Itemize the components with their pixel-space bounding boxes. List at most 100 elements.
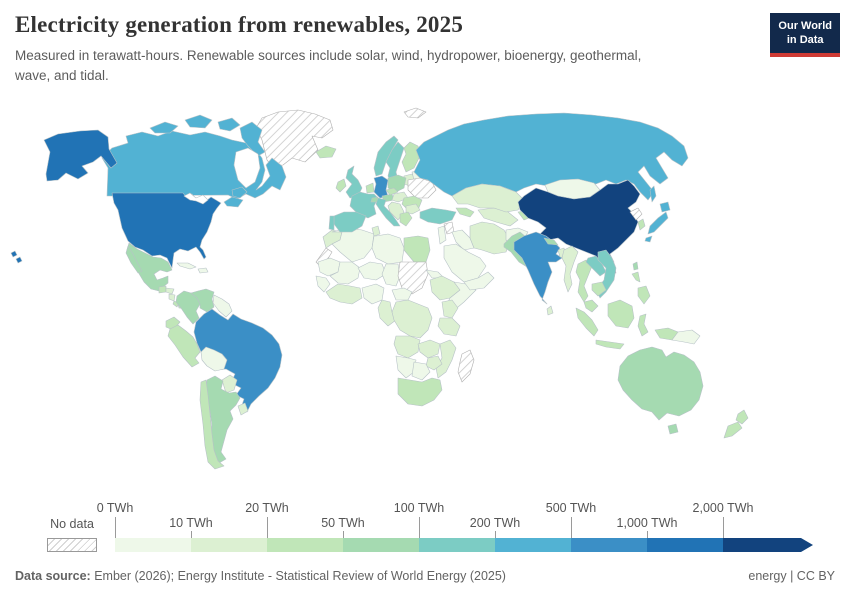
country-iceland[interactable] — [315, 145, 337, 159]
country-canada[interactable] — [184, 114, 213, 129]
license-note[interactable]: energy | CC BY — [748, 569, 835, 583]
country-russia[interactable] — [649, 185, 657, 203]
country-canada[interactable] — [239, 121, 266, 157]
country-france[interactable] — [349, 191, 379, 219]
country-mexico[interactable] — [125, 245, 143, 274]
country-italy[interactable] — [375, 197, 401, 227]
country-central-african-republic[interactable] — [391, 287, 413, 301]
country-svalbard[interactable] — [403, 107, 427, 119]
country-thailand[interactable] — [575, 259, 593, 303]
country-yemen-oman[interactable] — [463, 271, 495, 291]
country-cambodia[interactable] — [591, 281, 607, 297]
country-japan[interactable] — [647, 211, 669, 235]
country-botswana[interactable] — [411, 361, 431, 381]
country-myanmar[interactable] — [561, 245, 579, 293]
country-new-zealand[interactable] — [723, 421, 743, 439]
country-angola[interactable] — [393, 335, 421, 359]
country-spain[interactable] — [333, 211, 367, 233]
legend-segment-10-20-twh[interactable] — [191, 538, 267, 552]
legend-segment-200-500-twh[interactable] — [495, 538, 571, 552]
country-madagascar[interactable] — [457, 349, 475, 383]
country-indonesia[interactable] — [575, 307, 599, 337]
country-sri-lanka[interactable] — [546, 305, 554, 316]
country-canada[interactable] — [217, 117, 241, 132]
country-colombia[interactable] — [175, 290, 201, 325]
country-tanzania[interactable] — [437, 317, 461, 337]
legend-no-data-swatch[interactable] — [47, 538, 97, 552]
country-japan[interactable] — [659, 201, 671, 213]
country-indonesia[interactable] — [637, 313, 649, 337]
country-dr-congo[interactable] — [391, 299, 433, 339]
country-mexico[interactable] — [126, 242, 173, 292]
country-united-states[interactable] — [15, 256, 23, 264]
legend-segment-100-200-twh[interactable] — [419, 538, 495, 552]
country-benelux[interactable] — [365, 182, 375, 194]
country-chad[interactable] — [381, 263, 401, 287]
country-uruguay[interactable] — [237, 402, 249, 416]
country-turkey[interactable] — [419, 207, 457, 225]
country-united-states[interactable] — [10, 250, 18, 258]
country-kazakhstan[interactable] — [451, 183, 525, 213]
country-china[interactable] — [517, 179, 641, 269]
owid-logo[interactable]: Our World in Data — [770, 13, 840, 57]
country-indonesia[interactable] — [595, 339, 625, 350]
legend-segment-500-1-000-twh[interactable] — [571, 538, 647, 552]
legend-segment-50-100-twh[interactable] — [343, 538, 419, 552]
country-kenya[interactable] — [441, 299, 459, 319]
country-nigeria[interactable] — [361, 283, 385, 305]
country-czechia[interactable] — [385, 187, 399, 196]
country-united-states[interactable] — [43, 129, 118, 182]
country-iran[interactable] — [469, 221, 511, 255]
country-taiwan[interactable] — [632, 261, 639, 271]
country-honduras[interactable] — [165, 287, 175, 295]
country-saudi-arabia[interactable] — [443, 243, 487, 283]
country-australia[interactable] — [617, 346, 704, 421]
country-peru[interactable] — [167, 324, 201, 368]
country-japan[interactable] — [644, 235, 653, 243]
legend-segment-1-000-2-000-twh[interactable] — [647, 538, 723, 552]
country-nicaragua[interactable] — [168, 293, 176, 302]
country-norway[interactable] — [373, 135, 399, 177]
country-zambia[interactable] — [417, 339, 441, 359]
country-nepal[interactable] — [543, 237, 559, 246]
country-libya[interactable] — [371, 233, 405, 265]
country-india[interactable] — [513, 231, 563, 305]
country-malaysia[interactable] — [583, 299, 599, 313]
country-germany[interactable] — [373, 175, 389, 199]
country-australia[interactable] — [667, 423, 679, 435]
country-canada[interactable] — [223, 196, 244, 208]
country-greece[interactable] — [399, 211, 413, 227]
country-finland[interactable] — [401, 141, 421, 173]
country-algeria[interactable] — [331, 227, 375, 263]
country-egypt[interactable] — [403, 235, 431, 263]
legend-segment-0-10-twh[interactable] — [115, 538, 191, 552]
country-west-africa-coast[interactable] — [325, 283, 363, 305]
country-philippines[interactable] — [631, 271, 641, 283]
country-sudan[interactable] — [397, 261, 429, 295]
country-poland[interactable] — [387, 174, 407, 193]
country-portugal[interactable] — [328, 215, 335, 231]
country-guatemala[interactable] — [158, 285, 167, 294]
country-guianas[interactable] — [212, 294, 233, 318]
country-south-africa[interactable] — [397, 377, 443, 407]
country-bulgaria[interactable] — [405, 203, 421, 215]
country-cuba[interactable] — [176, 262, 197, 270]
country-greenland[interactable] — [255, 109, 334, 167]
country-bolivia[interactable] — [200, 346, 228, 372]
country-papua-new-guinea[interactable] — [671, 329, 701, 345]
country-ireland[interactable] — [335, 178, 347, 193]
country-tunisia[interactable] — [371, 225, 381, 237]
country-north-korea[interactable] — [629, 207, 643, 221]
country-laos[interactable] — [585, 255, 607, 277]
country-niger[interactable] — [357, 261, 387, 281]
country-philippines[interactable] — [637, 285, 651, 305]
country-senegal-guinea[interactable] — [315, 275, 331, 293]
legend-segment-20-50-twh[interactable] — [267, 538, 343, 552]
country-levant[interactable] — [437, 225, 447, 245]
country-venezuela[interactable] — [190, 288, 215, 313]
country-south-korea[interactable] — [637, 218, 646, 231]
country-caucasus[interactable] — [455, 207, 475, 218]
country-chile[interactable] — [199, 379, 225, 470]
country-sweden[interactable] — [385, 141, 405, 185]
country-canada[interactable] — [231, 186, 248, 199]
